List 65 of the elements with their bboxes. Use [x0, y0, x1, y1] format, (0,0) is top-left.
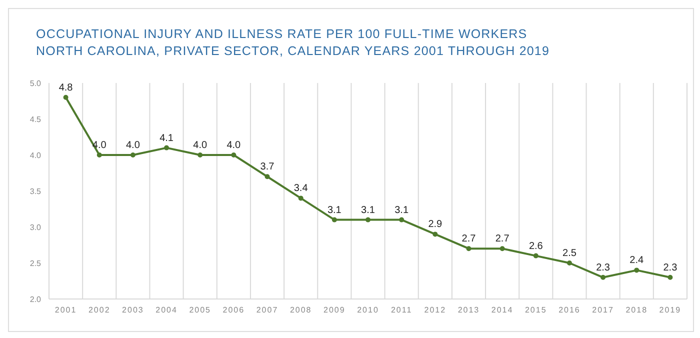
point — [533, 253, 538, 258]
point — [668, 274, 673, 280]
point — [63, 94, 68, 100]
x-tick-label: 2008 — [290, 306, 312, 315]
point — [366, 217, 370, 222]
data-label: 4.1 — [160, 132, 174, 144]
data-label: 3.1 — [394, 204, 409, 216]
x-tick-label: 2001 — [54, 306, 77, 315]
point — [566, 260, 572, 266]
x-tick-label: 2011 — [390, 306, 412, 315]
chart-subtitle: NORTH CAROLINA, PRIVATE SECTOR, CALENDAR YEARS 2001 THROUGH 2019 — [36, 43, 550, 60]
y-tick-label: 3.0 — [30, 222, 42, 232]
point — [298, 196, 304, 201]
point — [600, 274, 606, 280]
data-label: 2.5 — [562, 248, 577, 259]
data-label: 4.0 — [226, 140, 242, 151]
x-tick-label: 2002 — [88, 306, 110, 315]
data-label: 4.8 — [58, 82, 74, 94]
point — [634, 268, 640, 273]
point — [130, 152, 136, 158]
data-label: 3.7 — [260, 162, 275, 173]
point — [399, 217, 404, 222]
point — [164, 145, 170, 150]
point — [500, 246, 505, 252]
y-tick-label: 2.5 — [30, 258, 42, 268]
point — [96, 152, 102, 158]
x-tick-label: 2009 — [324, 306, 346, 315]
data-label: 2.3 — [596, 262, 610, 274]
point — [264, 174, 270, 180]
x-tick-label: 2017 — [592, 306, 614, 315]
x-tick-label: 2012 — [424, 306, 446, 315]
x-tick-label: 2019 — [659, 306, 682, 315]
point — [466, 246, 472, 252]
data-label: 3.4 — [294, 183, 308, 194]
point — [231, 152, 236, 158]
x-tick-label: 2003 — [122, 306, 144, 315]
x-tick-label: 2016 — [558, 306, 580, 315]
x-tick-label: 2013 — [458, 306, 480, 315]
data-label: 3.1 — [327, 204, 342, 216]
x-tick-label: 2007 — [256, 306, 278, 315]
x-tick-label: 2014 — [491, 306, 514, 315]
y-tick-label: 4.5 — [30, 114, 42, 124]
data-label: 2.4 — [630, 255, 644, 266]
data-label: 4.0 — [126, 140, 140, 151]
chart-title: OCCUPATIONAL INJURY AND ILLNESS RATE PER 100 FULL-TIME WORKERS — [36, 26, 528, 43]
x-tick-label: 2004 — [156, 306, 178, 315]
data-label: 2.9 — [428, 219, 443, 230]
y-tick-label: 5.0 — [30, 78, 42, 88]
data-label: 2.7 — [495, 234, 510, 245]
y-tick-label: 3.5 — [30, 186, 42, 196]
y-tick-label: 2.0 — [30, 294, 42, 304]
point — [332, 217, 337, 222]
y-tick-label: 4.0 — [30, 150, 42, 160]
data-label: 2.3 — [663, 262, 678, 274]
x-tick-label: 2015 — [524, 306, 547, 315]
x-tick-label: 2005 — [189, 306, 212, 315]
x-tick-label: 2010 — [357, 306, 379, 315]
point — [432, 232, 438, 237]
data-label: 2.6 — [528, 240, 544, 252]
data-label: 2.7 — [462, 234, 476, 245]
point — [198, 152, 203, 158]
x-tick-label: 2006 — [222, 306, 245, 315]
data-label: 3.1 — [361, 204, 376, 216]
x-tick-label: 2018 — [626, 306, 648, 315]
data-label: 4.0 — [193, 140, 208, 151]
